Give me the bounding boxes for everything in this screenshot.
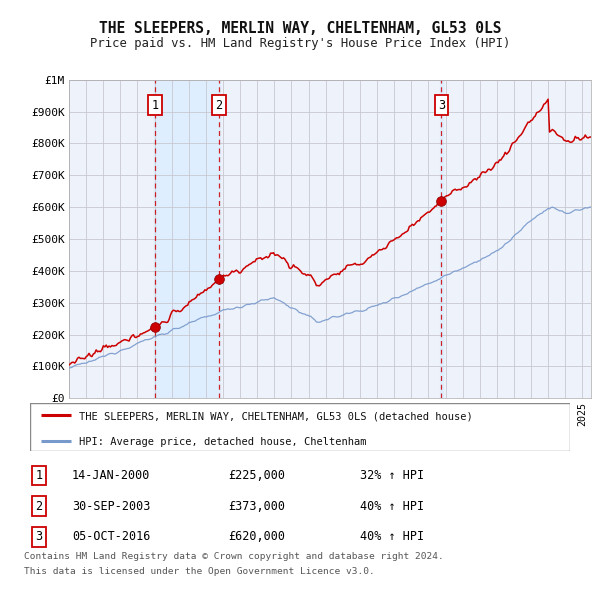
Text: £225,000: £225,000 [228, 469, 285, 482]
Text: 32% ↑ HPI: 32% ↑ HPI [360, 469, 424, 482]
Text: 40% ↑ HPI: 40% ↑ HPI [360, 530, 424, 543]
Text: 40% ↑ HPI: 40% ↑ HPI [360, 500, 424, 513]
Text: 2: 2 [35, 500, 43, 513]
Text: 3: 3 [438, 99, 445, 112]
Text: 2: 2 [215, 99, 223, 112]
Text: This data is licensed under the Open Government Licence v3.0.: This data is licensed under the Open Gov… [24, 567, 375, 576]
Text: 1: 1 [35, 469, 43, 482]
Text: THE SLEEPERS, MERLIN WAY, CHELTENHAM, GL53 0LS: THE SLEEPERS, MERLIN WAY, CHELTENHAM, GL… [99, 21, 501, 35]
FancyBboxPatch shape [30, 403, 570, 451]
Text: 3: 3 [35, 530, 43, 543]
Text: Contains HM Land Registry data © Crown copyright and database right 2024.: Contains HM Land Registry data © Crown c… [24, 552, 444, 561]
Bar [154, 80, 220, 398]
Text: 05-OCT-2016: 05-OCT-2016 [72, 530, 151, 543]
Text: 1: 1 [152, 99, 159, 112]
Text: HPI: Average price, detached house, Cheltenham: HPI: Average price, detached house, Chel… [79, 437, 366, 447]
Bar [440, 80, 443, 398]
Text: £620,000: £620,000 [228, 530, 285, 543]
Text: Price paid vs. HM Land Registry's House Price Index (HPI): Price paid vs. HM Land Registry's House … [90, 37, 510, 50]
Text: £373,000: £373,000 [228, 500, 285, 513]
Text: 14-JAN-2000: 14-JAN-2000 [72, 469, 151, 482]
Text: 30-SEP-2003: 30-SEP-2003 [72, 500, 151, 513]
Text: THE SLEEPERS, MERLIN WAY, CHELTENHAM, GL53 0LS (detached house): THE SLEEPERS, MERLIN WAY, CHELTENHAM, GL… [79, 411, 472, 421]
